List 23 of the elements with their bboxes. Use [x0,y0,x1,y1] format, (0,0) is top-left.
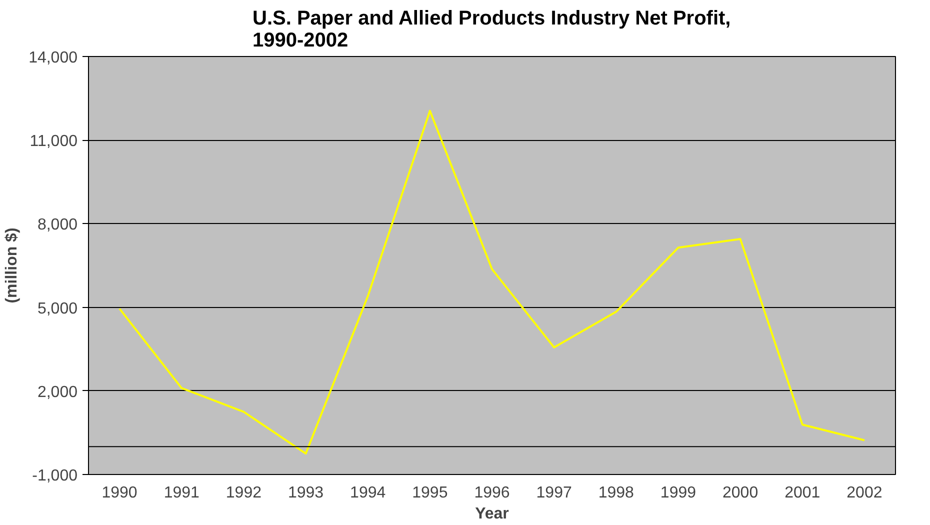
x-tick-label: 2001 [784,484,820,502]
x-tick-label: 1990 [102,484,138,502]
chart-title: U.S. Paper and Allied Products Industry Net Profit, 1990-2002 [252,8,731,52]
y-tick-label: 8,000 [37,216,78,234]
x-axis-title: Year [475,506,509,522]
x-tick-label: 1998 [598,484,634,502]
x-tick-label: 1996 [474,484,510,502]
x-tick-label: 1993 [288,484,324,502]
y-tick-label: 11,000 [30,133,78,150]
x-tick-label: 1995 [412,484,448,502]
x-tick-label: 2000 [722,484,758,502]
x-tick-label: 1994 [350,484,386,502]
x-tick-label: 2002 [846,484,882,502]
y-tick-label: 2,000 [37,384,78,401]
y-tick-label: -1,000 [32,468,78,484]
y-tick-label: 14,000 [28,50,78,66]
x-tick-label: 1991 [164,484,200,502]
line-series [118,110,866,455]
x-tick-label: 1992 [226,484,262,502]
y-tick-label: 5,000 [37,300,78,318]
y-axis-title: (million $) [4,228,21,304]
x-tick-label: 1997 [536,484,572,502]
x-tick-label: 1999 [660,484,696,502]
